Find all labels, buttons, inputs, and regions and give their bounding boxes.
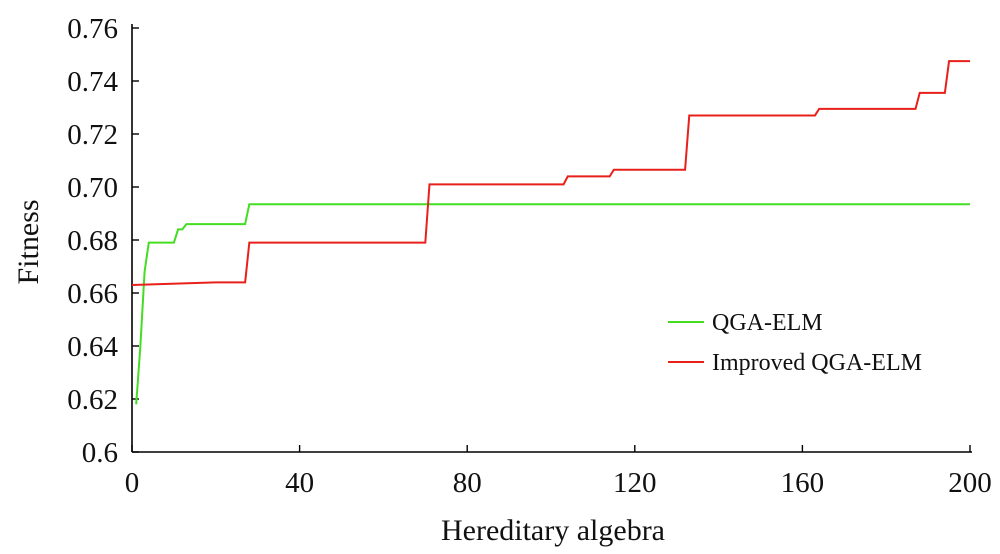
- series-lines: [131, 60, 970, 405]
- axes: [131, 24, 972, 453]
- y-tick-label: 0.72: [67, 119, 118, 151]
- y-tick-label: 0.76: [67, 13, 118, 45]
- x-tick-label: 40: [285, 467, 314, 499]
- x-tick-label: 200: [948, 467, 992, 499]
- x-tick-label: 160: [781, 467, 825, 499]
- x-axis-title: Hereditary algebra: [441, 514, 665, 547]
- y-tick-label: 0.68: [67, 225, 118, 257]
- y-tick-label: 0.6: [82, 437, 118, 469]
- y-tick-label: 0.64: [67, 331, 118, 363]
- series-line-qga-elm: [135, 203, 970, 405]
- y-tick-label: 0.66: [67, 278, 118, 310]
- legend-label-improved-qga-elm: Improved QGA-ELM: [712, 350, 922, 376]
- y-ticks: 0.6 0.62 0.64 0.66 0.68 0.70 0.72 0.74 0.76: [67, 13, 139, 469]
- x-ticks: 0 40 80 120 160 200: [125, 445, 992, 499]
- y-axis-title: Fitness: [12, 199, 45, 284]
- legend: QGA-ELM Improved QGA-ELM: [668, 310, 922, 376]
- legend-label-qga-elm: QGA-ELM: [712, 310, 823, 336]
- y-tick-label: 0.62: [67, 384, 118, 416]
- x-tick-label: 0: [125, 467, 140, 499]
- x-tick-label: 120: [613, 467, 657, 499]
- series-line-improved-qga-elm: [131, 60, 970, 287]
- y-tick-label: 0.70: [67, 172, 118, 204]
- x-tick-label: 80: [453, 467, 482, 499]
- y-tick-label: 0.74: [67, 66, 118, 98]
